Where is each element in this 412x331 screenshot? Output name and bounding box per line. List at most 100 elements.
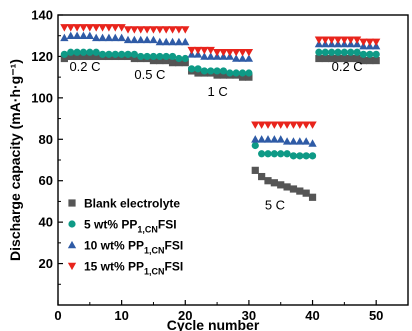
data-point [156, 56, 164, 65]
y-tick-label: 80 [39, 132, 53, 147]
data-points-layer [60, 24, 381, 201]
data-point [244, 54, 254, 62]
data-point [277, 181, 285, 189]
data-point [315, 48, 323, 56]
data-point [372, 38, 381, 47]
data-point [251, 166, 259, 174]
data-point [60, 33, 69, 42]
data-point [258, 172, 266, 181]
legend-marker [67, 262, 77, 271]
data-point [226, 69, 234, 77]
data-point [283, 150, 291, 158]
data-point [111, 24, 120, 32]
data-point [340, 54, 348, 63]
data-point [162, 37, 171, 46]
legend-label: Blank electrolyte [84, 197, 180, 211]
data-point [200, 46, 209, 55]
data-point [219, 48, 228, 57]
data-point [149, 35, 158, 44]
data-point [359, 56, 368, 65]
data-point [352, 36, 362, 44]
data-point [79, 52, 88, 61]
x-tick-label: 20 [178, 308, 192, 323]
data-point [340, 36, 349, 44]
series-0 [60, 52, 380, 201]
data-point [104, 33, 114, 42]
legend-label: 10 wt% PP1,CNFSI [84, 239, 183, 256]
data-point [232, 69, 240, 77]
data-point [277, 150, 285, 158]
data-point [72, 31, 82, 40]
data-point [270, 135, 279, 143]
y-tick-label: 140 [31, 8, 53, 23]
data-point [168, 37, 177, 46]
data-point [86, 48, 94, 56]
data-point [334, 54, 342, 63]
data-point [162, 26, 171, 34]
y-axis-title: Discharge capacity (mA·h·g⁻¹) [7, 59, 23, 261]
data-point [289, 121, 298, 129]
data-point [168, 26, 177, 34]
data-point [60, 24, 69, 32]
data-point [296, 187, 304, 195]
rate-label: 0.5 C [134, 67, 165, 82]
y-tick-label: 60 [39, 173, 53, 188]
data-point [155, 26, 164, 34]
data-point [67, 52, 75, 61]
data-point [85, 24, 94, 32]
legend-label-sub: 1,CN [144, 267, 165, 277]
data-point [282, 137, 292, 145]
data-point [149, 56, 158, 65]
data-point [346, 36, 355, 44]
data-point [137, 52, 145, 61]
axes-layer: 0 10 20 30 40 50 20 40 60 80 100 120 140 Cycle number… [7, 8, 409, 331]
data-point [175, 59, 183, 67]
data-point [295, 121, 304, 129]
data-point [257, 121, 266, 129]
data-point [232, 54, 241, 62]
data-point [206, 46, 215, 55]
x-tick-label: 0 [54, 308, 61, 323]
data-point [263, 135, 273, 143]
data-point [302, 189, 310, 197]
data-point [321, 48, 329, 56]
data-point [308, 121, 317, 129]
data-point [366, 50, 374, 58]
data-point [168, 59, 177, 67]
data-point [251, 135, 260, 143]
data-point [130, 54, 138, 63]
data-point [365, 38, 374, 47]
legend-label-sub: 1,CN [137, 225, 158, 235]
legend-marker [68, 199, 76, 207]
legend-marker [68, 220, 76, 228]
data-point [270, 150, 278, 158]
data-point [263, 121, 273, 129]
data-point [302, 137, 311, 145]
x-tick-label: 40 [305, 308, 319, 323]
data-point [188, 65, 196, 73]
data-point [244, 48, 254, 57]
data-point [149, 52, 158, 61]
data-point [206, 52, 215, 60]
data-point [289, 185, 298, 193]
data-point [314, 36, 324, 44]
data-point [174, 26, 184, 34]
y-tick-label: 120 [31, 49, 53, 64]
data-point [302, 121, 311, 129]
data-point [162, 56, 170, 65]
data-point [149, 26, 158, 34]
rate-label: 0.2 C [69, 59, 100, 74]
data-point [181, 26, 190, 34]
data-point [73, 48, 81, 56]
data-point [92, 24, 101, 32]
data-point [270, 179, 278, 187]
data-point [60, 54, 68, 63]
data-point [347, 48, 355, 56]
data-point [86, 52, 94, 61]
data-point [117, 24, 126, 32]
data-point [168, 52, 177, 61]
data-point [334, 48, 342, 56]
data-point [142, 35, 152, 44]
data-point [105, 50, 113, 58]
